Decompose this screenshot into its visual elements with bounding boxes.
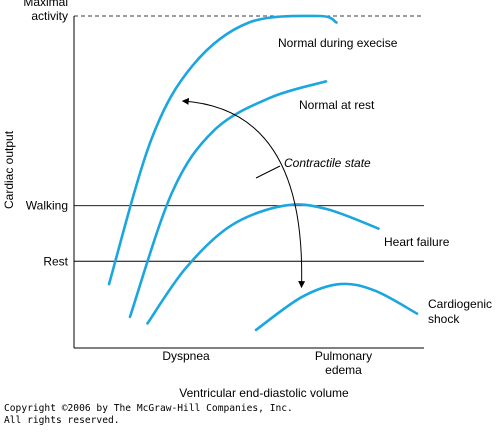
- series-line-cardiogenic-shock: [254, 282, 419, 332]
- series-label-heart-failure: Heart failure: [384, 235, 450, 249]
- series-group: [107, 14, 419, 332]
- axes: [73, 16, 424, 349]
- annotation-leader-line: [255, 165, 281, 179]
- series-line-heart-failure: [146, 203, 380, 325]
- series-label-cardiogenic-shock: Cardiogenic: [428, 297, 492, 311]
- x-tick-label-dyspnea: Dyspnea: [162, 349, 210, 363]
- series-label-normal-exercise: Normal during execise: [278, 36, 398, 50]
- copyright-notice: Copyright ©2006 by The McGraw-Hill Compa…: [4, 403, 293, 427]
- contractile-state-arrow: [181, 97, 306, 289]
- y-tick-label-maximal: Maximal: [23, 0, 68, 9]
- x-tick-label-pulmonary-edema: Pulmonary: [315, 349, 372, 363]
- rights-line: All rights reserved.: [4, 415, 120, 426]
- y-tick-label-walking: Walking: [26, 199, 68, 213]
- annotation-label: Contractile state: [284, 156, 371, 170]
- y-axis-label: Cardiac output: [2, 130, 16, 209]
- series-line-normal-exercise: [107, 14, 338, 286]
- series-label-cardiogenic-shock: shock: [428, 312, 460, 326]
- y-tick-label-rest: Rest: [43, 254, 68, 268]
- annotation-group: [181, 97, 306, 289]
- series-label-normal-rest: Normal at rest: [299, 98, 375, 112]
- y-tick-label-maximal: activity: [31, 9, 68, 23]
- copyright-line: Copyright ©2006 by The McGraw-Hill Compa…: [4, 403, 293, 414]
- x-tick-label-pulmonary-edema: edema: [325, 363, 362, 377]
- x-axis-label: Ventricular end-diastolic volume: [179, 386, 349, 400]
